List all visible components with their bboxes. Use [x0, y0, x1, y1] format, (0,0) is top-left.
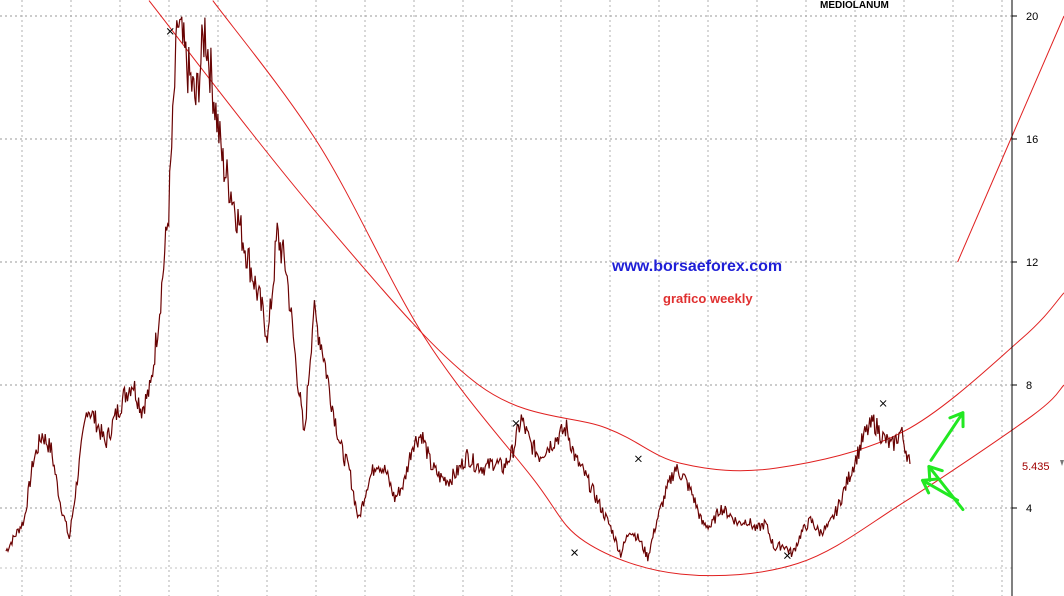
channel-lines	[148, 0, 1064, 577]
y-tick-label: 8	[1026, 380, 1032, 392]
touch-marker	[166, 28, 174, 35]
green-arrows	[920, 411, 965, 512]
touch-marker	[784, 552, 791, 560]
price-line	[5, 16, 911, 562]
touch-marker	[512, 420, 520, 427]
touch-marker	[879, 400, 887, 407]
price-series	[5, 16, 911, 562]
last-price-label: 5.435	[1022, 461, 1050, 473]
channel-line-upper-right	[957, 15, 1064, 263]
touch-marker	[635, 455, 642, 463]
touch-marker	[571, 549, 578, 556]
trend-arrow	[929, 411, 965, 462]
channel-line-lower	[212, 0, 1064, 577]
y-tick-label: 4	[1026, 503, 1032, 515]
channel-line-upper	[148, 0, 1064, 472]
chart-title: MEDIOLANUM	[820, 0, 889, 11]
y-tick-label: 20	[1026, 11, 1038, 23]
price-line-dark	[5, 16, 911, 562]
y-axis: 4 8 12 16 20	[1011, 0, 1064, 596]
y-tick-label: 12	[1026, 257, 1038, 269]
grid	[0, 0, 1012, 596]
last-price-marker	[1060, 460, 1064, 466]
website-annotation: www.borsaeforex.com	[611, 258, 782, 275]
touch-markers	[166, 28, 887, 560]
trend-arrow	[927, 464, 965, 512]
y-tick-label: 16	[1026, 134, 1038, 146]
frequency-annotation: grafico weekly	[663, 291, 753, 306]
